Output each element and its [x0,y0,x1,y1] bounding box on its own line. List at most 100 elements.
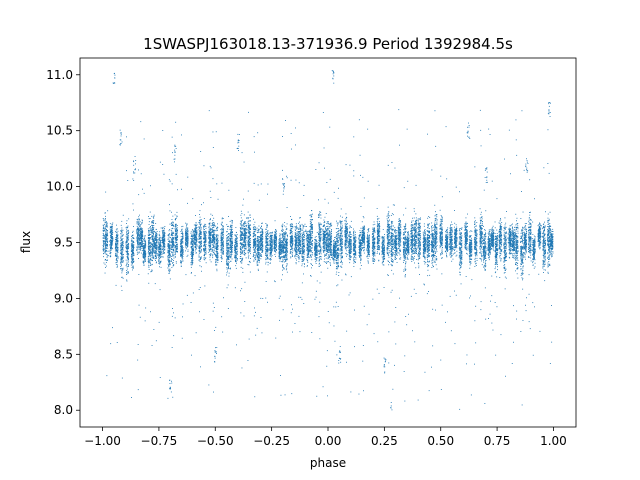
data-point [182,253,184,255]
data-point [132,269,133,271]
data-point [110,236,112,238]
data-point [163,235,165,236]
data-point [141,231,143,232]
data-point [228,240,230,241]
data-point [154,246,156,247]
data-point [168,265,170,267]
data-point [132,251,134,253]
data-point [203,232,205,234]
data-point [160,257,161,259]
data-point [126,244,128,245]
data-point [227,228,229,230]
data-point [221,239,223,240]
data-point [159,248,161,250]
data-point [230,246,232,247]
data-point [254,228,256,230]
data-point [105,245,107,247]
data-point [231,225,233,226]
data-point [176,237,178,239]
data-point [172,252,174,254]
data-point [126,270,128,271]
data-point [158,244,160,245]
data-point [103,237,105,239]
data-point [127,271,129,273]
data-point [226,256,228,258]
data-point [102,237,104,239]
data-point [128,264,129,266]
data-point [249,251,251,253]
data-point [250,224,251,226]
data-point [194,241,196,243]
data-point [138,258,139,259]
data-point [151,264,153,266]
data-point [151,243,153,245]
data-point [141,236,143,238]
data-point [151,230,153,232]
data-point [122,269,124,271]
data-point [140,245,142,247]
data-point [181,337,183,339]
data-point [160,246,162,248]
data-point [122,251,124,253]
data-point [209,227,211,229]
data-point [136,231,138,233]
data-point [160,244,162,246]
data-point [149,234,151,235]
data-point [150,247,152,249]
data-point [167,251,169,253]
data-point [254,231,256,233]
data-point [168,272,170,274]
data-point [257,259,259,260]
data-point [209,239,211,240]
data-point [258,228,260,230]
data-point [148,241,149,243]
data-point [161,238,163,240]
data-point [159,238,161,240]
data-point [154,258,156,260]
data-point [192,263,193,265]
data-point [209,250,211,252]
data-point [180,261,182,262]
data-point [111,237,112,239]
data-point [239,222,241,224]
data-point [120,237,122,239]
data-point [153,214,155,216]
data-point [191,235,192,237]
data-point [203,165,205,167]
data-point [136,228,138,230]
data-point [240,266,242,268]
data-point [154,247,156,249]
data-point [241,252,243,253]
data-point [131,263,133,264]
data-point [211,247,213,249]
data-point [256,260,258,262]
data-point [222,246,224,248]
data-point [241,232,242,234]
data-point [258,244,259,246]
data-point [205,257,207,259]
data-point [221,253,223,255]
data-point [103,230,105,232]
data-point [141,232,143,234]
data-point [110,235,111,236]
data-point [116,342,118,343]
data-point [190,243,192,245]
data-point [169,254,170,256]
data-point [127,253,129,255]
data-point [112,241,113,243]
data-point [249,243,251,245]
data-point [190,254,192,255]
data-point [229,245,231,247]
data-point [152,256,153,258]
data-point [226,264,228,266]
data-point [105,243,106,244]
data-point [239,227,241,228]
data-point [213,244,215,246]
data-point [180,253,181,255]
data-point [151,235,153,237]
data-point [137,240,139,242]
data-point [231,231,233,232]
data-point [141,232,143,233]
data-point [204,225,206,227]
data-point [208,242,210,243]
